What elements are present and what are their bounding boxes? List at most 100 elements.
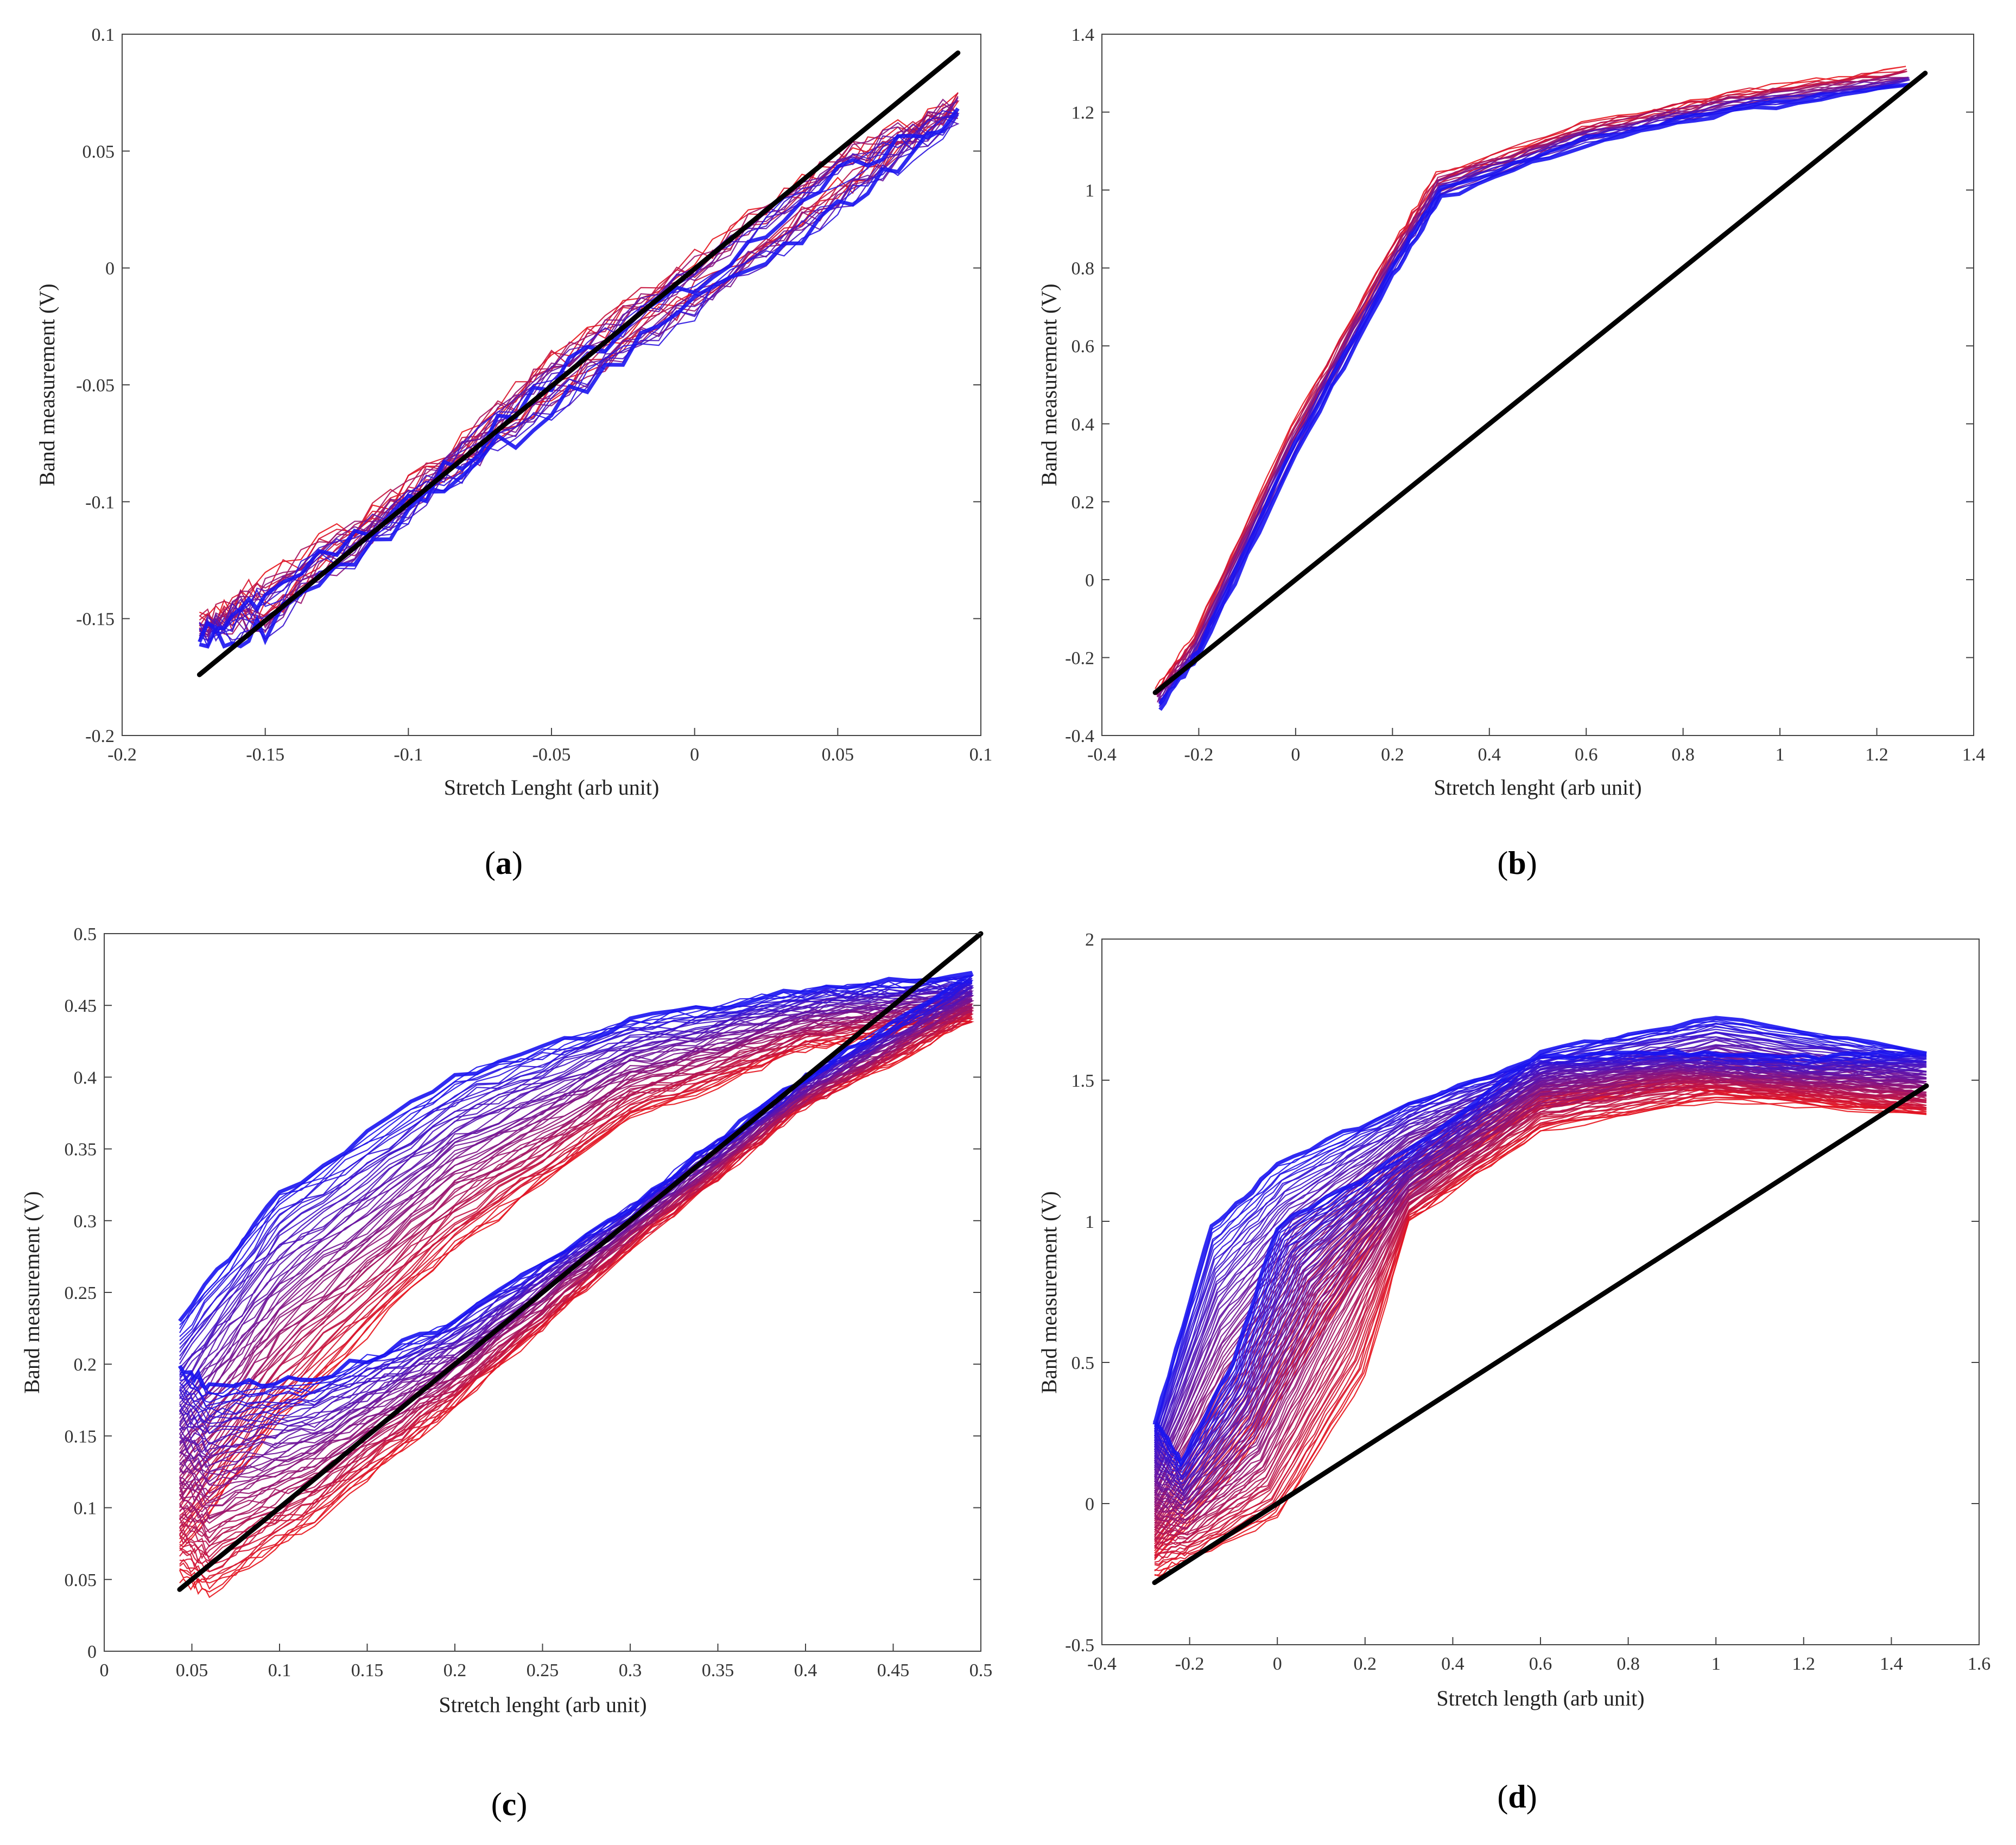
y-tick-labels: 0 0.05 0.1 0.15 0.2 0.25 0.3 0.35 0.4 0.45 0.5: [65, 924, 981, 1662]
x-tick-label: -0.2: [1184, 745, 1214, 765]
y-tick-labels: -0.4 -0.2 0 0.2 0.4 0.6 0.8 1 1.2 1.4: [1065, 25, 1974, 746]
y-tick-label: 0.05: [83, 142, 115, 162]
cycle-trace: [1152, 1016, 1927, 1468]
y-tick-label: 0.3: [74, 1212, 97, 1232]
panel-caption-c: (c): [491, 1786, 528, 1822]
y-tick-label: -0.4: [1065, 726, 1094, 746]
x-tick-label: 0.1: [268, 1660, 291, 1681]
x-tick-label: -0.4: [1087, 1654, 1117, 1674]
x-axis-label: Stretch lenght (arb unit): [439, 1692, 646, 1717]
x-tick-label: 0.45: [877, 1660, 910, 1681]
cycle-trace: [1153, 1026, 1927, 1478]
cycle-trace: [1153, 1039, 1927, 1494]
cycle-trace: [1153, 1031, 1927, 1480]
cycle-trace: [1154, 1086, 1927, 1567]
panel-caption-b: (b): [1497, 845, 1537, 881]
y-tick-label: -0.2: [1065, 648, 1094, 668]
y-tick-label: 0.05: [65, 1570, 97, 1590]
cycle-trace: [179, 1016, 974, 1593]
cycle-trace: [179, 977, 973, 1403]
x-tick-label: 0: [1291, 745, 1300, 765]
y-tick-label: 0.15: [65, 1426, 97, 1447]
y-axis-label: Band measurement (V): [1037, 1191, 1061, 1393]
cycle-trace: [1153, 1036, 1927, 1485]
y-tick-label: 0.25: [65, 1283, 97, 1303]
x-tick-label: 0: [100, 1660, 109, 1681]
cycle-trace: [177, 971, 973, 1391]
x-tick-label: 0.8: [1671, 745, 1695, 765]
cycle-trace: [1153, 1029, 1927, 1474]
x-tick-label: 0.6: [1575, 745, 1598, 765]
cycle-trace: [1153, 1031, 1927, 1481]
x-tick-labels: -0.4 -0.2 0 0.2 0.4 0.6 0.8 1 1.2 1.4 1.6: [1087, 1637, 1990, 1674]
cycle-trace: [179, 1003, 974, 1525]
cycle-trace: [1153, 1036, 1927, 1485]
cycle-trace: [1153, 1022, 1927, 1467]
y-tick-labels: -0.2 -0.15 -0.1 -0.05 0 0.05 0.1: [76, 25, 981, 746]
y-tick-label: 0: [1085, 1494, 1094, 1514]
chart-panel-b: -0.4 -0.2 0 0.2 0.4 0.6 0.8 1 1.2 1.4 -0.4 -0.2 0 0.…: [1037, 25, 1985, 881]
x-tick-label: 0.3: [619, 1660, 642, 1681]
y-tick-label: 1: [1085, 181, 1094, 201]
reference-line: [196, 50, 961, 677]
x-tick-label: 0.35: [702, 1660, 734, 1681]
cycle-trace: [179, 1013, 974, 1564]
y-tick-label: 1.4: [1072, 25, 1095, 45]
reference-line: [1152, 71, 1928, 695]
x-tick-label: 0: [1273, 1654, 1282, 1674]
cycle-trace: [1154, 1071, 1927, 1525]
x-tick-label: 0.4: [1478, 745, 1501, 765]
x-tick-label: 0.25: [527, 1660, 559, 1681]
x-tick-label: 0.5: [969, 1660, 993, 1681]
x-tick-label: 1: [1776, 745, 1785, 765]
x-tick-label: -0.4: [1087, 745, 1117, 765]
cycle-trace: [1153, 1044, 1927, 1492]
x-tick-label: -0.1: [394, 745, 423, 765]
y-tick-label: 0.4: [74, 1068, 97, 1088]
cycle-trace: [199, 115, 959, 636]
cycle-trace: [1153, 1023, 1927, 1468]
y-tick-label: 0.45: [65, 996, 97, 1016]
x-tick-label: 1.2: [1865, 745, 1888, 765]
cycle-trace: [179, 981, 974, 1423]
cycle-trace: [1154, 1073, 1927, 1526]
x-tick-labels: -0.2 -0.15 -0.1 -0.05 0 0.05 0.1: [107, 728, 992, 765]
panel-caption-d: (d): [1497, 1779, 1537, 1815]
trace-group: [1152, 1016, 1927, 1577]
x-tick-label: 0.05: [176, 1660, 208, 1681]
cycle-trace: [179, 987, 975, 1456]
reference-line: [1152, 1083, 1929, 1586]
cycle-trace: [1154, 1081, 1927, 1550]
x-tick-label: 0: [690, 745, 699, 765]
cycle-trace: [179, 978, 973, 1415]
x-tick-label: 0.15: [351, 1660, 384, 1681]
y-axis-label: Band measurement (V): [35, 283, 59, 486]
y-tick-label: -0.05: [76, 376, 115, 396]
cycle-trace: [1154, 1075, 1927, 1536]
x-tick-label: -0.05: [532, 745, 571, 765]
y-tick-label: 1: [1085, 1212, 1094, 1232]
chart-panel-a: -0.2 -0.15 -0.1 -0.05 0 0.05 0.1 -0.2 -0.15 -0.1…: [35, 25, 992, 881]
cycle-trace: [179, 998, 973, 1502]
x-tick-labels: -0.4 -0.2 0 0.2 0.4 0.6 0.8 1 1.2 1.4: [1087, 728, 1985, 765]
cycle-trace: [198, 107, 960, 649]
cycle-trace: [199, 115, 960, 648]
cycle-trace: [1154, 1086, 1927, 1572]
x-tick-label: 0.2: [1354, 1654, 1377, 1674]
x-tick-label: 1.6: [1968, 1654, 1991, 1674]
y-tick-label: -0.1: [85, 492, 115, 512]
cycle-trace: [1153, 1025, 1927, 1471]
y-tick-label: 0.4: [1072, 415, 1095, 435]
x-tick-labels: 0 0.05 0.1 0.15 0.2 0.25 0.3 0.35 0.4 0.45 0.5: [100, 1644, 993, 1681]
cycle-trace: [179, 990, 974, 1468]
y-tick-label: 1.5: [1072, 1071, 1095, 1091]
x-tick-label: 0.8: [1616, 1654, 1640, 1674]
y-tick-label: 0.1: [92, 25, 115, 45]
y-tick-label: -0.2: [85, 726, 115, 746]
cycle-trace: [179, 990, 973, 1462]
y-tick-label: 0.35: [65, 1140, 97, 1160]
y-tick-label: 0.2: [74, 1355, 97, 1375]
cycle-trace: [1154, 1086, 1927, 1571]
cycle-trace: [1154, 1072, 1927, 1530]
cycle-trace: [1154, 1080, 1927, 1548]
